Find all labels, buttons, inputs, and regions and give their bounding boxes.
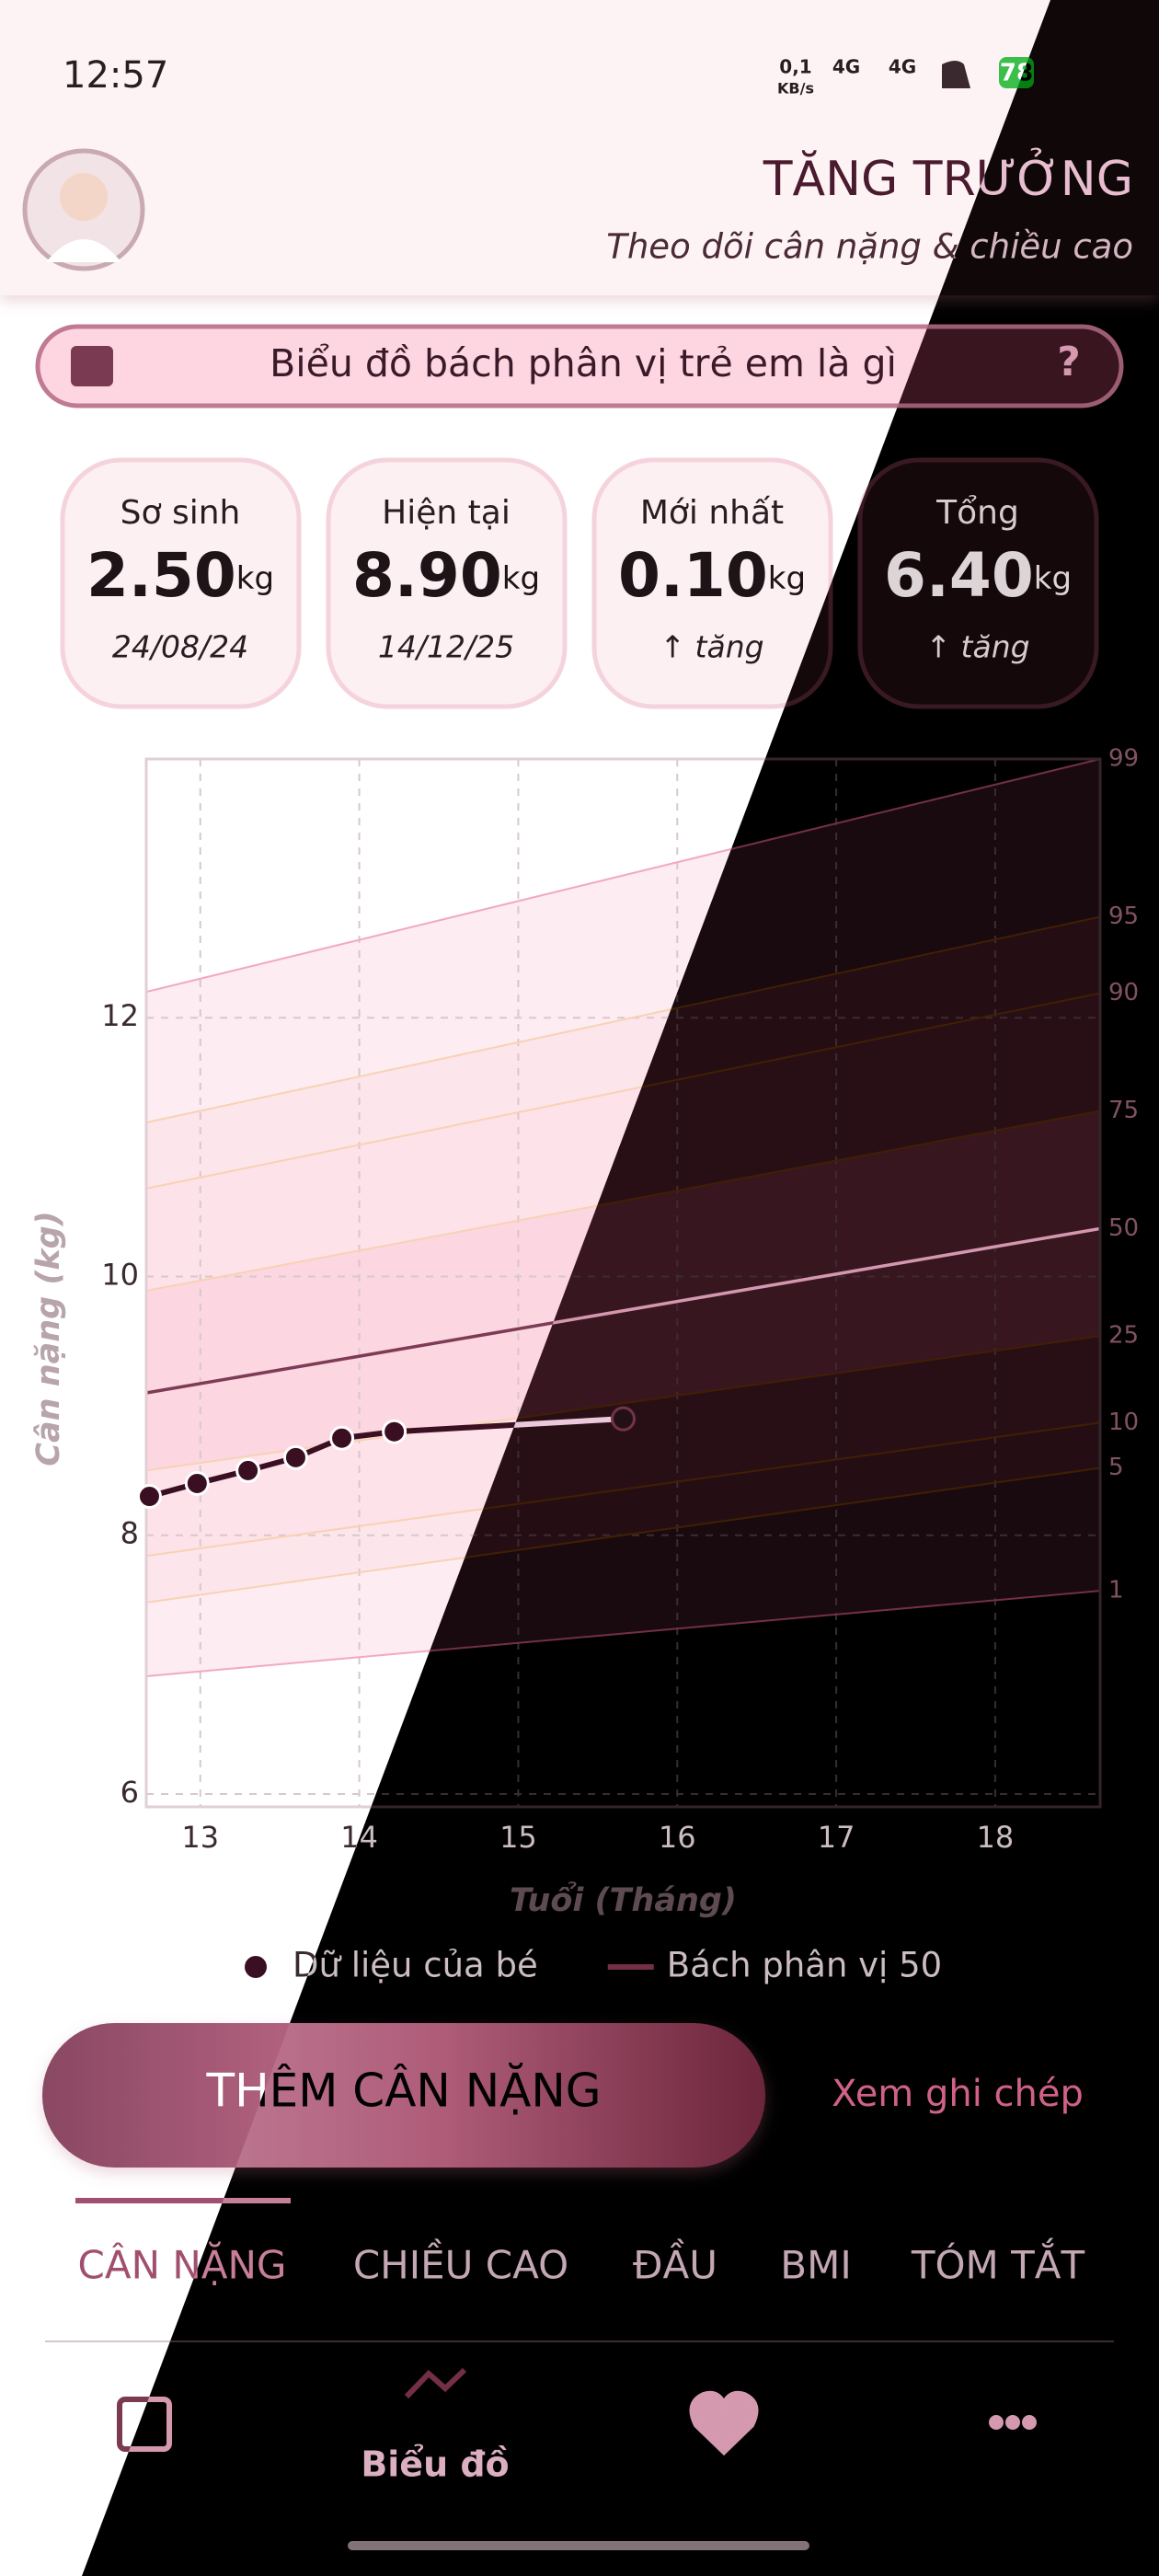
data-point[interactable] — [235, 1457, 261, 1483]
header-title: TĂNG TRƯỞNG — [763, 147, 1133, 207]
status-network: 4G — [889, 56, 916, 78]
percentile-label: 50 — [1108, 1214, 1139, 1242]
card-label: Hiện tại — [382, 494, 511, 532]
card-label: Tổng — [935, 494, 1019, 532]
status-network: 4G — [832, 56, 860, 78]
x-tick-label: 16 — [659, 1820, 696, 1855]
x-tick-label: 13 — [181, 1820, 219, 1855]
card-value-unit: kg — [1034, 560, 1072, 597]
tabs: CÂN NẶNG CHIỀU CAO ĐẦU BMI TÓM TẮT — [78, 2237, 1085, 2288]
card-note: 14/12/25 — [378, 629, 514, 665]
card-value-unit: kg — [236, 560, 274, 597]
x-axis-label: Tuổi (Tháng) — [510, 1880, 737, 1919]
data-point[interactable] — [329, 1425, 355, 1451]
legend-label: Bách phân vị 50 — [667, 1946, 942, 1985]
card-label: Sơ sinh — [120, 494, 241, 532]
nav-icons — [117, 2367, 1037, 2456]
card-value-number: 2.50 — [86, 540, 236, 611]
avatar-face — [60, 173, 108, 221]
data-point[interactable] — [282, 1444, 308, 1470]
percentile-label: 90 — [1108, 979, 1139, 1006]
status-speed-unit: KB/s — [777, 80, 814, 98]
active-tab-indicator — [75, 2198, 291, 2203]
status-time: 12:57 — [63, 54, 168, 97]
add-weight-label[interactable]: THÊM CÂN NẶNG — [206, 2063, 602, 2118]
percentile-label: 10 — [1108, 1409, 1139, 1436]
y-tick-label: 6 — [120, 1775, 139, 1810]
banner-icon — [71, 346, 113, 386]
header-subtitle: Theo dõi cân nặng & chiều cao — [606, 227, 1133, 267]
legend-swatch — [245, 1956, 267, 1978]
tab[interactable]: CÂN NẶNG — [78, 2241, 287, 2288]
x-tick-label: 14 — [340, 1820, 378, 1855]
nav-label[interactable]: Biểu đồ — [361, 2444, 509, 2485]
card-value-unit: kg — [502, 560, 540, 597]
percentile-label: 95 — [1108, 903, 1139, 930]
y-tick-label: 12 — [101, 998, 139, 1033]
percentile-label: 25 — [1108, 1322, 1139, 1350]
legend-label: Dữ liệu của bé — [293, 1946, 538, 1985]
card-value-number: 8.90 — [352, 540, 502, 611]
card-value-number: 6.40 — [884, 540, 1034, 611]
y-tick-label: 8 — [120, 1516, 139, 1551]
x-tick-label: 17 — [818, 1820, 855, 1855]
card-note: ↑ tăng — [925, 629, 1029, 665]
tab[interactable]: TÓM TẮT — [911, 2237, 1085, 2288]
data-point[interactable] — [382, 1419, 407, 1444]
tab[interactable]: CHIỀU CAO — [353, 2238, 568, 2288]
tab[interactable]: BMI — [780, 2243, 851, 2288]
percentile-label: 75 — [1108, 1097, 1139, 1124]
x-tick-label: 15 — [499, 1820, 537, 1855]
card-value-number: 0.10 — [618, 540, 768, 611]
percentile-label: 1 — [1108, 1577, 1124, 1604]
home-indicator — [348, 2541, 809, 2550]
data-point[interactable] — [184, 1470, 210, 1496]
y-axis-label: Cân nặng (kg) — [30, 1211, 67, 1466]
card-note: 24/08/24 — [112, 629, 248, 665]
card-label: Mới nhất — [640, 494, 784, 532]
banner-help[interactable]: ? — [1057, 339, 1081, 385]
data-point[interactable] — [611, 1406, 636, 1432]
view-records-link[interactable]: Xem ghi chép — [832, 2073, 1084, 2115]
data-point[interactable] — [136, 1484, 162, 1510]
percentile-label: 99 — [1108, 745, 1139, 773]
y-tick-label: 10 — [101, 1257, 139, 1292]
tab[interactable]: ĐẦU — [633, 2238, 717, 2288]
status-battery: 78 — [1000, 60, 1033, 87]
status-speed: 0,1 — [779, 56, 811, 78]
card-value-unit: kg — [768, 560, 806, 597]
banner-text[interactable]: Biểu đồ bách phân vị trẻ em là gì — [270, 341, 897, 385]
percentile-label: 5 — [1108, 1454, 1124, 1481]
card-note: ↑ tăng — [660, 629, 763, 665]
x-tick-label: 18 — [977, 1820, 1015, 1855]
legend: Dữ liệu của bé Bách phân vị 50 — [245, 1946, 942, 1985]
